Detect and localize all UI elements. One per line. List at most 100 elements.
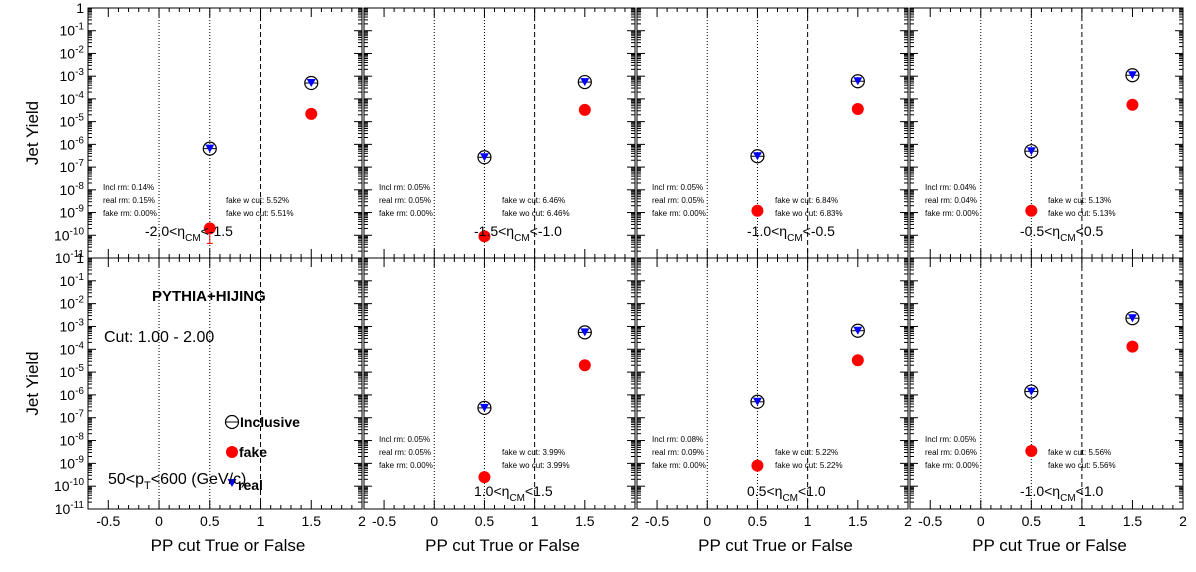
stat-left: Incl rm: 0.05% bbox=[652, 183, 703, 192]
y-tick-exponent: -4 bbox=[75, 90, 84, 101]
stat-left: real rm: 0.09% bbox=[652, 448, 704, 457]
y-tick-base: 10 bbox=[60, 455, 76, 471]
x-tick-label: 0.5 bbox=[200, 513, 220, 529]
real-point bbox=[306, 79, 316, 88]
y-tick-label: 10-11 bbox=[55, 500, 85, 517]
eta-label-sub: CM bbox=[514, 233, 530, 244]
eta-label-post: <-1.5 bbox=[201, 223, 234, 239]
y-tick-base: 10 bbox=[60, 273, 76, 289]
stat-right: fake wo cut: 3.99% bbox=[502, 461, 570, 470]
x-axis-title: PP cut True or False bbox=[698, 536, 853, 555]
eta-label-sub: CM bbox=[1060, 233, 1076, 244]
eta-range-label: -1.5<ηCM<-1.0 bbox=[474, 223, 562, 244]
y-tick-label: 10-1 bbox=[60, 272, 85, 289]
x-tick-label: 0 bbox=[703, 513, 711, 529]
y-tick-label: 10-2 bbox=[60, 295, 85, 312]
y-tick-base: 1 bbox=[76, 0, 84, 16]
stat-left: fake rm: 0.00% bbox=[652, 461, 706, 470]
eta-range-label: -0.5<ηCM<0.5 bbox=[1020, 223, 1104, 244]
y-tick-exponent: -7 bbox=[75, 158, 84, 169]
x-tick-label: 1 bbox=[531, 513, 539, 529]
x-tick-label: 1.5 bbox=[1123, 513, 1143, 529]
y-tick-exponent: -1 bbox=[75, 272, 84, 283]
x-axis-title: PP cut True or False bbox=[972, 536, 1127, 555]
eta-label-pre: -0.5<η bbox=[1020, 223, 1060, 239]
fake-point bbox=[478, 471, 491, 484]
panel-frame bbox=[909, 257, 1184, 510]
panel-frame bbox=[363, 7, 636, 259]
y-tick-label: 10-9 bbox=[60, 454, 85, 471]
eta-label-sub: CM bbox=[509, 493, 525, 504]
stat-right: fake w cut: 6.84% bbox=[775, 196, 838, 205]
y-tick-label: 10-4 bbox=[60, 340, 85, 357]
fake-point bbox=[1126, 98, 1139, 111]
panel-7: Incl rm: 0.08% real rm: 0.09% fake rm: 0.0… bbox=[636, 257, 909, 510]
y-tick-exponent: -1 bbox=[75, 22, 84, 33]
stat-right: fake w cut: 5.13% bbox=[1048, 196, 1111, 205]
real-point bbox=[853, 77, 863, 86]
y-tick-label: 10-3 bbox=[60, 317, 85, 334]
x-tick-label: -0.5 bbox=[918, 513, 942, 529]
eta-label-pre: -1.0<η bbox=[1020, 483, 1060, 499]
stat-left: real rm: 0.06% bbox=[925, 448, 977, 457]
y-tick-exponent: -2 bbox=[75, 44, 84, 55]
y-tick-exponent: -7 bbox=[75, 409, 84, 420]
y-tick-exponent: -5 bbox=[75, 363, 84, 374]
legend-fake-marker bbox=[226, 446, 238, 458]
x-tick-label: 1 bbox=[804, 513, 812, 529]
eta-range-label: 0.5<ηCM<1.0 bbox=[747, 483, 826, 504]
stat-left: fake rm: 0.00% bbox=[652, 209, 706, 218]
fake-point bbox=[1025, 444, 1038, 457]
x-tick-label: 1.5 bbox=[848, 513, 868, 529]
y-tick-label: 10-10 bbox=[54, 477, 84, 494]
y-tick-exponent: -2 bbox=[75, 295, 84, 306]
y-tick-label: 10-6 bbox=[60, 135, 85, 152]
y-axis-title: Jet Yield bbox=[23, 101, 42, 165]
y-tick-label: 10-3 bbox=[60, 67, 85, 84]
eta-label-pre: 0.5<η bbox=[747, 483, 782, 499]
stat-left: fake rm: 0.00% bbox=[379, 209, 433, 218]
y-axis-title: Jet Yield bbox=[23, 351, 42, 415]
eta-range-label: -1.0<ηCM<1.0 bbox=[1020, 483, 1104, 504]
y-tick-base: 10 bbox=[60, 205, 76, 221]
y-tick-base: 10 bbox=[60, 159, 76, 175]
panel-1: Incl rm: 0.14% real rm: 0.15% fake rm: 0.0… bbox=[87, 7, 363, 259]
legend-real-label: real bbox=[238, 477, 263, 493]
panel-frame bbox=[909, 7, 1184, 259]
y-tick-exponent: -6 bbox=[75, 386, 84, 397]
y-tick-exponent: -9 bbox=[75, 204, 84, 215]
fake-point bbox=[478, 230, 491, 243]
cut-label: Cut: 1.00 - 2.00 bbox=[104, 329, 214, 346]
stat-right: fake w cut: 3.99% bbox=[502, 448, 565, 457]
y-tick-exponent: -6 bbox=[75, 135, 84, 146]
panel-4: Incl rm: 0.04% real rm: 0.04% fake rm: 0.0… bbox=[909, 7, 1184, 259]
eta-range-label: -1.0<ηCM<-0.5 bbox=[747, 223, 835, 244]
y-tick-label: 10-2 bbox=[60, 44, 85, 61]
y-tick-label: 1 bbox=[76, 250, 84, 266]
legend-real-marker bbox=[227, 479, 237, 487]
fake-point bbox=[851, 354, 864, 367]
panel-frame bbox=[87, 257, 363, 510]
stat-right: fake wo cut: 5.13% bbox=[1048, 209, 1116, 218]
x-tick-label: 0.5 bbox=[475, 513, 495, 529]
fake-point bbox=[751, 204, 764, 217]
eta-label-sub: CM bbox=[787, 233, 803, 244]
stat-right: fake wo cut: 5.51% bbox=[226, 209, 294, 218]
eta-label-post: <0.5 bbox=[1076, 223, 1104, 239]
stat-right: fake w cut: 6.46% bbox=[502, 196, 565, 205]
y-tick-label: 10-6 bbox=[60, 386, 85, 403]
eta-range-label: 1.0<ηCM<1.5 bbox=[474, 483, 553, 504]
stat-left: real rm: 0.04% bbox=[925, 196, 977, 205]
pt-label-sub: T bbox=[144, 480, 151, 492]
stat-left: real rm: 0.15% bbox=[103, 196, 155, 205]
real-point bbox=[1127, 71, 1137, 80]
stat-left: Incl rm: 0.14% bbox=[103, 183, 154, 192]
x-tick-label: 0 bbox=[430, 513, 438, 529]
real-point bbox=[1026, 387, 1036, 396]
y-tick-exponent: -10 bbox=[70, 226, 85, 237]
y-tick-label: 10-10 bbox=[54, 226, 84, 243]
x-tick-label: 2 bbox=[904, 513, 912, 529]
y-tick-base: 10 bbox=[60, 364, 76, 380]
stat-left: fake rm: 0.00% bbox=[925, 461, 979, 470]
stat-left: Incl rm: 0.05% bbox=[925, 435, 976, 444]
